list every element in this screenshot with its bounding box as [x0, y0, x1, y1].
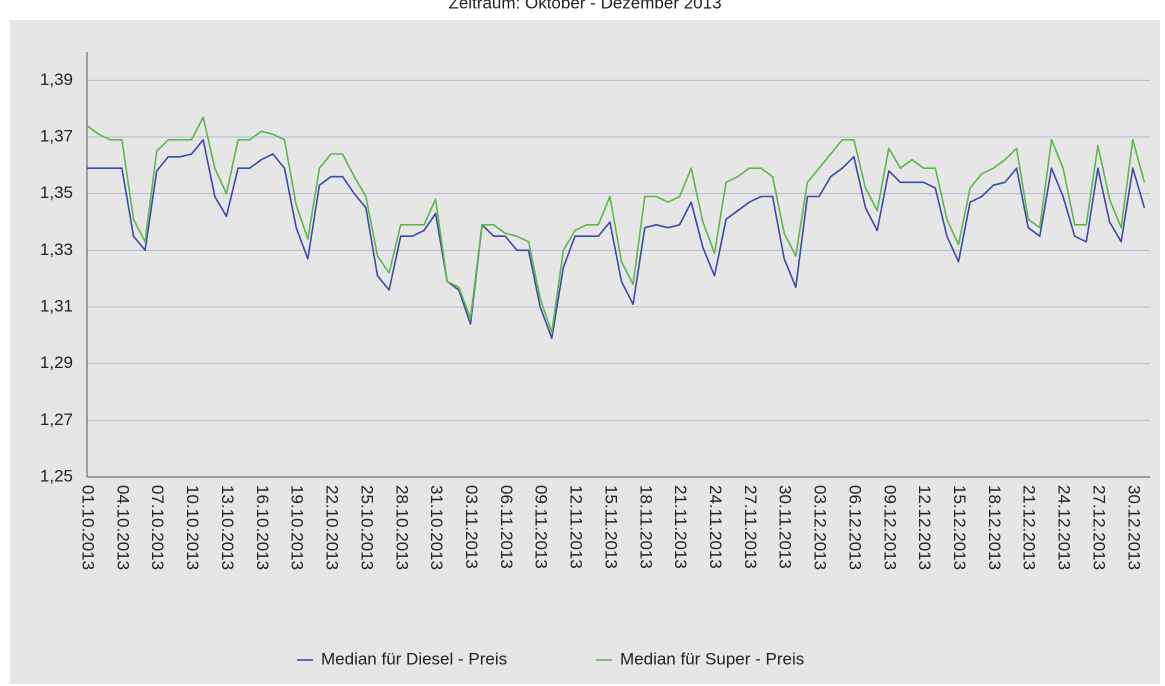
- x-tick-label: 01.10.2013: [79, 485, 98, 570]
- chart-title: Zeitraum: Oktober - Dezember 2013: [448, 0, 721, 12]
- x-tick-label: 27.11.2013: [741, 485, 760, 569]
- x-tick-label: 30.11.2013: [776, 485, 795, 569]
- x-tick-label: 19.10.2013: [288, 485, 307, 570]
- x-tick-label: 13.10.2013: [218, 485, 237, 570]
- x-tick-label: 24.11.2013: [706, 485, 725, 569]
- x-tick-label: 04.10.2013: [113, 485, 132, 570]
- y-tick-label: 1,25: [40, 466, 73, 485]
- x-tick-label: 16.10.2013: [253, 485, 272, 570]
- x-tick-label: 09.11.2013: [532, 485, 551, 569]
- x-tick-label: 15.11.2013: [601, 485, 620, 569]
- x-tick-label: 03.11.2013: [462, 485, 481, 569]
- x-tick-label: 12.12.2013: [915, 485, 934, 570]
- x-tick-label: 18.11.2013: [636, 485, 655, 569]
- x-tick-label: 03.12.2013: [811, 485, 830, 570]
- y-tick-label: 1,33: [40, 240, 73, 259]
- y-tick-label: 1,37: [40, 126, 73, 145]
- x-tick-label: 21.12.2013: [1020, 485, 1039, 570]
- x-tick-label: 12.11.2013: [567, 485, 586, 569]
- x-tick-label: 27.12.2013: [1089, 485, 1108, 570]
- legend-label: Median für Diesel - Preis: [321, 649, 507, 668]
- x-tick-label: 15.12.2013: [950, 485, 969, 570]
- legend-label: Median für Super - Preis: [620, 649, 804, 668]
- x-tick-label: 21.11.2013: [671, 485, 690, 569]
- chart-panel: [10, 20, 1160, 684]
- y-tick-label: 1,29: [40, 353, 73, 372]
- y-tick-label: 1,35: [40, 183, 73, 202]
- series-line: [86, 116, 1146, 334]
- x-tick-label: 22.10.2013: [323, 485, 342, 570]
- y-tick-label: 1,27: [40, 410, 73, 429]
- x-tick-label: 10.10.2013: [183, 485, 202, 570]
- x-tick-label: 30.12.2013: [1124, 485, 1143, 570]
- x-tick-label: 09.12.2013: [880, 485, 899, 570]
- x-tick-label: 06.11.2013: [497, 485, 516, 569]
- y-tick-label: 1,39: [40, 70, 73, 89]
- x-tick-label: 06.12.2013: [845, 485, 864, 570]
- x-tick-label: 25.10.2013: [357, 485, 376, 570]
- y-tick-label: 1,31: [40, 296, 73, 315]
- x-tick-label: 31.10.2013: [427, 485, 446, 570]
- x-tick-label: 07.10.2013: [148, 485, 167, 570]
- x-tick-label: 24.12.2013: [1055, 485, 1074, 570]
- x-tick-label: 18.12.2013: [985, 485, 1004, 570]
- series-line: [87, 139, 1146, 339]
- x-tick-label: 28.10.2013: [392, 485, 411, 570]
